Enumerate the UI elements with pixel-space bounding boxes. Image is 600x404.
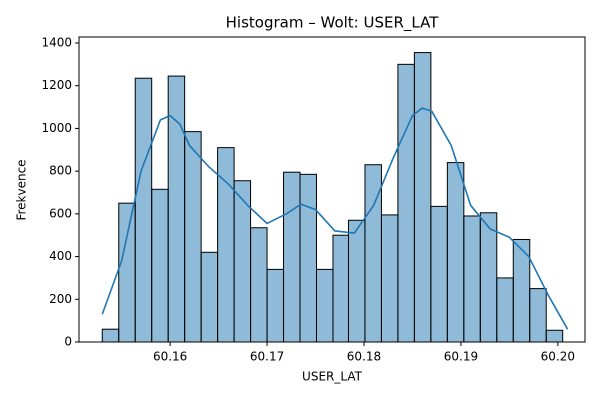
bar [315, 268, 334, 343]
bar [529, 288, 547, 343]
x-tick-label: 60.20 [541, 350, 575, 364]
bar [184, 131, 202, 343]
x-axis-label: USER_LAT [302, 370, 363, 384]
bar [446, 162, 465, 343]
bar [545, 329, 564, 343]
bar [430, 205, 448, 343]
chart-title: Histogram – Wolt: USER_LAT [226, 14, 440, 33]
y-tick-label: 1200 [41, 78, 72, 92]
bar [380, 214, 399, 343]
kde-line [101, 107, 569, 330]
y-tick-label: 1400 [41, 35, 72, 49]
bar [397, 63, 415, 343]
y-tick-label: 200 [49, 292, 72, 306]
bar [347, 219, 366, 343]
x-tick-label: 60.17 [250, 350, 284, 364]
y-axis-label: Frekvence [15, 159, 29, 220]
bar [463, 215, 481, 343]
plot-frame [78, 36, 586, 343]
bar [250, 227, 268, 343]
bar [283, 171, 301, 343]
bar [200, 251, 219, 343]
x-tick-label: 60.16 [153, 350, 187, 364]
y-tick-label: 400 [49, 249, 72, 263]
x-tick-label: 60.19 [444, 350, 478, 364]
y-tick-label: 600 [49, 206, 72, 220]
y-tick-label: 0 [64, 335, 72, 349]
y-tick-label: 800 [49, 164, 72, 178]
bar [101, 328, 120, 343]
bar [413, 52, 432, 343]
bar [496, 277, 514, 343]
bar [266, 268, 285, 343]
y-tick-label: 1000 [41, 121, 72, 135]
bar [151, 188, 169, 343]
bar [134, 77, 153, 343]
bar [118, 202, 136, 343]
bar [479, 212, 498, 343]
bar [332, 234, 349, 343]
x-tick-label: 60.18 [347, 350, 381, 364]
bar [299, 173, 317, 343]
